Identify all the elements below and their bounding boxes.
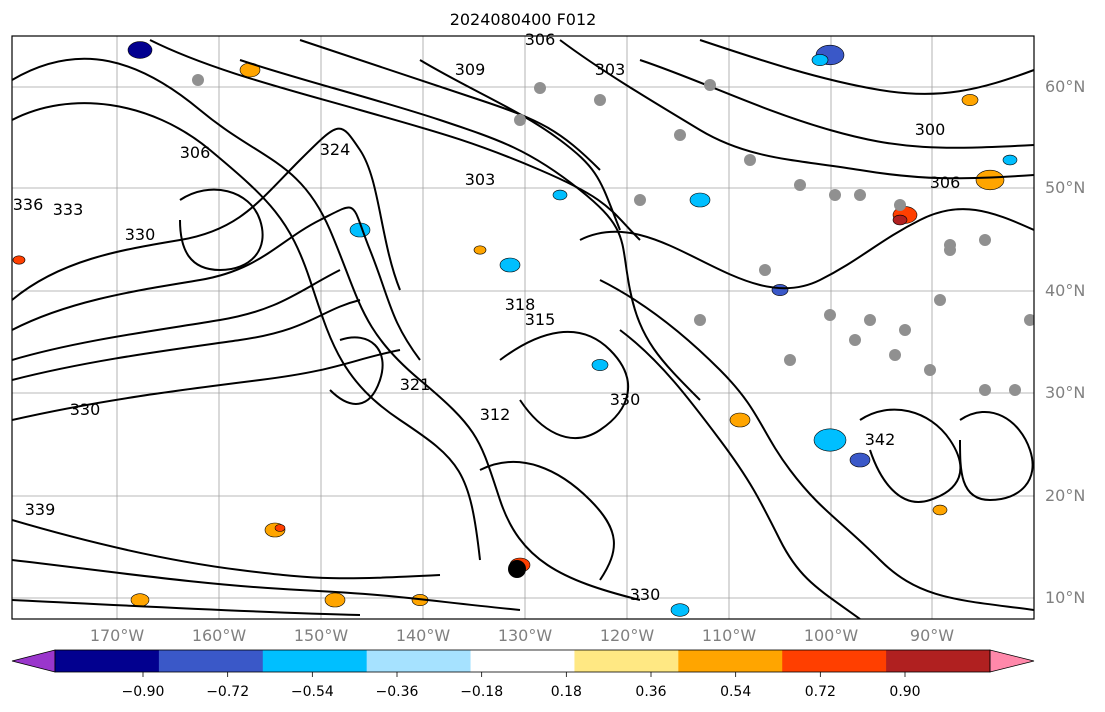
station-dot: [934, 294, 946, 306]
station-dot: [849, 334, 861, 346]
colorbar-tick: −0.18: [460, 684, 504, 700]
station-dot: [704, 79, 716, 91]
contour-label: 330: [125, 225, 156, 244]
station-dot: [854, 189, 866, 201]
colorbar-segment: [55, 650, 160, 672]
station-dot: [784, 354, 796, 366]
longitude-label: 140°W: [395, 626, 451, 645]
station-dot: [894, 199, 906, 211]
contour-label: 318: [505, 295, 536, 314]
station-dot: [594, 94, 606, 106]
station-dot: [829, 189, 841, 201]
colorbar-segment: [262, 650, 368, 672]
colorbar-tick: 0.90: [889, 684, 921, 700]
station-dot: [192, 74, 204, 86]
contour-label: 303: [465, 170, 496, 189]
contour-label: 330: [630, 585, 661, 604]
colorbar-tick: 0.18: [550, 684, 582, 700]
longitude-label: 120°W: [599, 626, 655, 645]
contour-label: 324: [320, 140, 351, 159]
colorbar-segment: [574, 650, 679, 672]
contour-label: 339: [25, 500, 56, 519]
contour-label: 336: [13, 195, 44, 214]
latitude-label: 20°N: [1045, 486, 1086, 505]
colorbar-segment: [782, 650, 887, 672]
station-dot: [534, 82, 546, 94]
station-dot: [694, 314, 706, 326]
map-frame: [11, 35, 1035, 620]
station-dot: [979, 384, 991, 396]
colorbar-tick: −0.54: [290, 684, 334, 700]
height-contours: [12, 39, 1034, 619]
longitude-label: 130°W: [497, 626, 553, 645]
colorbar-segment: [678, 650, 783, 672]
station-dot: [759, 264, 771, 276]
station-dot: [674, 129, 686, 141]
colorbar-segment: [366, 650, 472, 672]
station-dot: [1024, 314, 1034, 326]
contour-label: 312: [480, 405, 511, 424]
contour-label: 306: [930, 173, 961, 192]
colorbar-extend-high: [989, 649, 1035, 673]
contour-label: 321: [400, 375, 431, 394]
station-dots: [192, 74, 1034, 578]
map-title: 2024080400 F012: [449, 10, 597, 29]
station-dot: [944, 244, 956, 256]
contour-label: 330: [610, 390, 641, 409]
contour-label: 330: [70, 400, 101, 419]
station-dot: [924, 364, 936, 376]
colorbar-tick: −0.90: [121, 684, 165, 700]
longitude-label: 160°W: [191, 626, 247, 645]
colorbar: [11, 649, 1035, 677]
longitude-label: 110°W: [701, 626, 757, 645]
colorbar-extend-low: [11, 649, 56, 673]
colorbar-tick: 0.72: [804, 684, 836, 700]
colorbar-tick: 0.54: [720, 684, 752, 700]
latitude-label: 40°N: [1045, 281, 1086, 300]
colorbar-segment: [886, 650, 991, 672]
map-background: [12, 36, 1034, 619]
station-dot: [514, 114, 526, 126]
station-dot: [744, 154, 756, 166]
contour-label: 342: [865, 430, 896, 449]
longitude-label: 100°W: [803, 626, 859, 645]
latitude-label: 30°N: [1045, 383, 1086, 402]
colorbar-tick: −0.72: [206, 684, 250, 700]
station-dot: [864, 314, 876, 326]
station-dot: [634, 194, 646, 206]
colorbar-segment: [158, 650, 264, 672]
contour-label: 333: [53, 200, 84, 219]
longitude-label: 170°W: [89, 626, 145, 645]
longitude-label: 150°W: [293, 626, 349, 645]
station-dot: [1009, 384, 1021, 396]
latitude-label: 60°N: [1045, 77, 1086, 96]
latitude-label: 10°N: [1045, 588, 1086, 607]
vorticity-fills: [12, 41, 1018, 617]
contour-label: 306: [180, 143, 211, 162]
station-dot: [979, 234, 991, 246]
colorbar-segment: [470, 650, 575, 672]
longitude-label: 90°W: [909, 626, 955, 645]
colorbar-tick: −0.36: [375, 684, 419, 700]
colorbar-tick: 0.36: [635, 684, 667, 700]
cyclone-center: [508, 560, 526, 578]
station-dot: [899, 324, 911, 336]
station-dot: [794, 179, 806, 191]
contour-label: 303: [595, 60, 626, 79]
contour-label: 309: [455, 60, 486, 79]
latitude-label: 50°N: [1045, 178, 1086, 197]
contour-label: 300: [915, 120, 946, 139]
contour-label: 306: [525, 30, 556, 49]
station-dot: [889, 349, 901, 361]
contour-label: 315: [525, 310, 556, 329]
station-dot: [824, 309, 836, 321]
